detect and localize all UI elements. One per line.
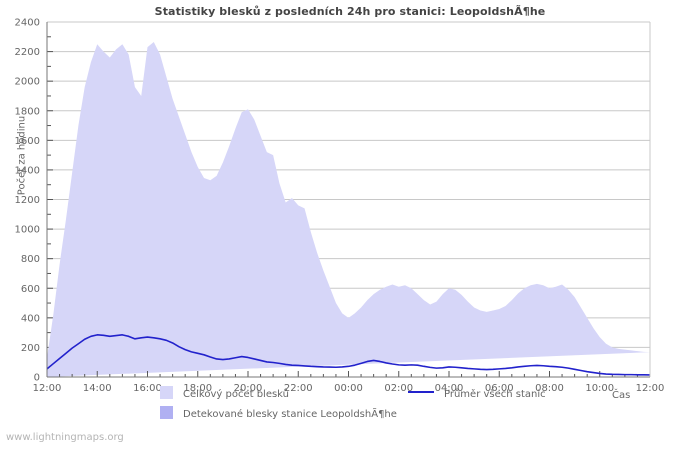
chart-legend: Celkový počet blesků Průměr všech stanic… [0,386,700,432]
plot-area: 0 200 400 600 800 1000 1200 1400 1600 1800 2000 220… [15,18,665,395]
svg-text:1000: 1000 [15,225,40,236]
svg-text:800: 800 [21,254,40,265]
svg-text:02:00: 02:00 [384,383,413,394]
svg-text:2200: 2200 [15,47,40,58]
svg-text:600: 600 [21,284,40,295]
legend-item-average: Průměr všech stanic [408,386,546,404]
svg-text:10:00: 10:00 [585,383,614,394]
svg-text:22:00: 22:00 [284,383,313,394]
legend-item-station: Detekované blesky stanice LeopoldshÃ¶he [160,406,397,424]
legend-swatch-station [160,406,173,419]
svg-text:1600: 1600 [15,136,40,147]
svg-text:200: 200 [21,343,40,354]
svg-text:12:00: 12:00 [33,383,62,394]
svg-text:18:00: 18:00 [183,383,212,394]
svg-text:400: 400 [21,313,40,324]
svg-text:2400: 2400 [15,18,40,29]
svg-text:06:00: 06:00 [485,383,514,394]
svg-text:04:00: 04:00 [435,383,464,394]
legend-swatch-total [160,386,173,399]
svg-text:00:00: 00:00 [334,383,363,394]
legend-item-total: Celkový počet blesků [160,386,289,404]
svg-text:2000: 2000 [15,77,40,88]
legend-line-average [408,391,434,393]
svg-text:20:00: 20:00 [234,383,263,394]
x-axis-label: Čas [612,390,631,401]
svg-text:14:00: 14:00 [83,383,112,394]
svg-text:1200: 1200 [15,195,40,206]
chart-title: Statistiky blesků z posledních 24h pro s… [154,5,546,18]
line-series-0 [46,334,651,376]
svg-text:16:00: 16:00 [133,383,162,394]
svg-text:1800: 1800 [15,106,40,117]
svg-text:1400: 1400 [15,165,40,176]
watermark-text: www.lightningmaps.org [6,432,124,443]
svg-text:0: 0 [34,373,40,384]
svg-text:12:00: 12:00 [636,383,665,394]
legend-label-average: Průměr všech stanic [444,389,546,400]
legend-label-total: Celkový počet blesků [183,389,290,400]
area-series-0 [47,41,650,377]
legend-label-station: Detekované blesky stanice LeopoldshÃ¶he [183,409,397,420]
svg-text:08:00: 08:00 [535,383,564,394]
